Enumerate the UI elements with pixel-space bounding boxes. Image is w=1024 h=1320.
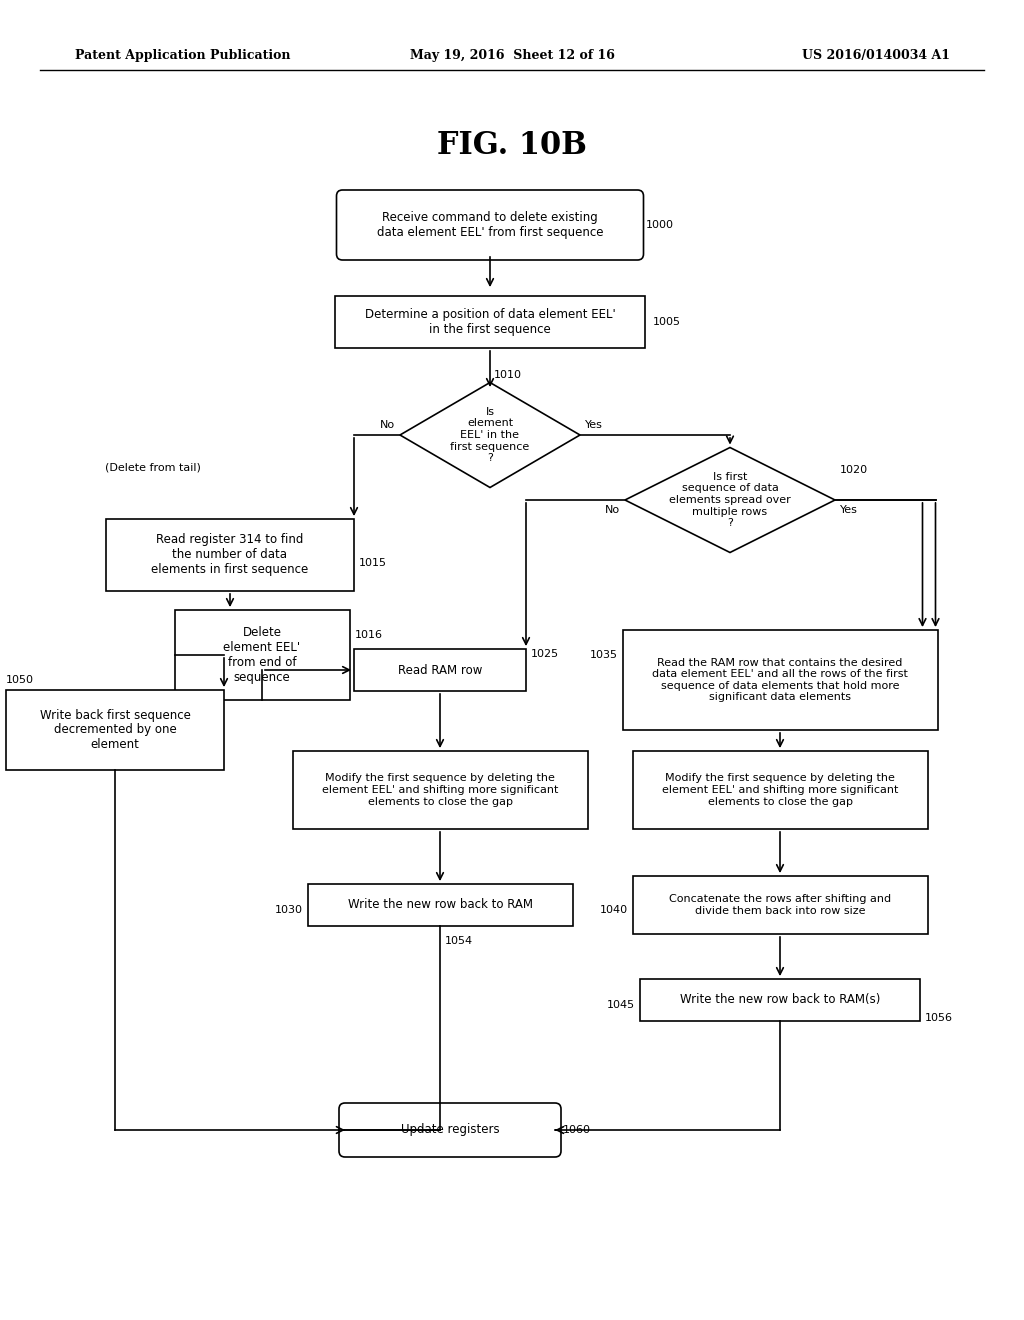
Bar [293, 751, 588, 829]
Bar [174, 610, 349, 700]
Polygon shape [625, 447, 835, 553]
Text: Write the new row back to RAM(s): Write the new row back to RAM(s) [680, 994, 881, 1006]
Text: Read register 314 to find
the number of data
elements in first sequence: Read register 314 to find the number of … [152, 533, 308, 577]
Text: 1005: 1005 [653, 317, 681, 327]
Text: 1056: 1056 [925, 1012, 953, 1023]
Text: Yes: Yes [840, 506, 858, 515]
FancyBboxPatch shape [339, 1104, 561, 1158]
Text: Write back first sequence
decremented by one
element: Write back first sequence decremented by… [40, 709, 190, 751]
Text: 1054: 1054 [445, 936, 473, 946]
Text: Modify the first sequence by deleting the
element EEL' and shifting more signifi: Modify the first sequence by deleting th… [662, 774, 898, 807]
Bar [354, 649, 526, 690]
Text: Write the new row back to RAM: Write the new row back to RAM [347, 899, 532, 912]
Text: 1040: 1040 [599, 906, 628, 915]
Bar [106, 519, 354, 591]
Text: FIG. 10B: FIG. 10B [437, 129, 587, 161]
Text: 1010: 1010 [494, 370, 522, 380]
Bar [623, 630, 938, 730]
Polygon shape [400, 383, 580, 487]
Text: Receive command to delete existing
data element EEL' from first sequence: Receive command to delete existing data … [377, 211, 603, 239]
Text: Yes: Yes [585, 420, 603, 430]
Text: Read RAM row: Read RAM row [397, 664, 482, 676]
Bar [6, 690, 224, 770]
Text: 1015: 1015 [359, 558, 387, 568]
Text: Determine a position of data element EEL'
in the first sequence: Determine a position of data element EEL… [365, 308, 615, 337]
Text: Update registers: Update registers [400, 1123, 500, 1137]
Text: Modify the first sequence by deleting the
element EEL' and shifting more signifi: Modify the first sequence by deleting th… [322, 774, 558, 807]
Bar [640, 979, 920, 1020]
FancyBboxPatch shape [337, 190, 643, 260]
Text: No: No [380, 420, 395, 430]
Text: 1035: 1035 [590, 649, 617, 660]
Text: No: No [605, 506, 620, 515]
Text: Concatenate the rows after shifting and
divide them back into row size: Concatenate the rows after shifting and … [669, 894, 891, 916]
Text: May 19, 2016  Sheet 12 of 16: May 19, 2016 Sheet 12 of 16 [410, 49, 614, 62]
Text: Is first
sequence of data
elements spread over
multiple rows
?: Is first sequence of data elements sprea… [669, 471, 791, 528]
Text: 1000: 1000 [645, 220, 674, 230]
Bar [335, 296, 645, 348]
Bar [307, 884, 572, 927]
Text: US 2016/0140034 A1: US 2016/0140034 A1 [802, 49, 950, 62]
Text: Is
element
EEL' in the
first sequence
?: Is element EEL' in the first sequence ? [451, 407, 529, 463]
Text: Delete
element EEL'
from end of
sequence: Delete element EEL' from end of sequence [223, 626, 301, 684]
Text: 1045: 1045 [607, 1001, 635, 1010]
Text: 1025: 1025 [531, 649, 559, 659]
Text: 1050: 1050 [6, 675, 34, 685]
Text: Read the RAM row that contains the desired
data element EEL' and all the rows of: Read the RAM row that contains the desir… [652, 657, 908, 702]
Text: 1060: 1060 [563, 1125, 591, 1135]
Bar [633, 751, 928, 829]
Text: 1030: 1030 [274, 906, 302, 915]
Text: 1016: 1016 [354, 630, 383, 640]
Bar [633, 876, 928, 935]
Text: Patent Application Publication: Patent Application Publication [75, 49, 291, 62]
Text: 1020: 1020 [840, 465, 868, 475]
Text: (Delete from tail): (Delete from tail) [105, 463, 201, 473]
